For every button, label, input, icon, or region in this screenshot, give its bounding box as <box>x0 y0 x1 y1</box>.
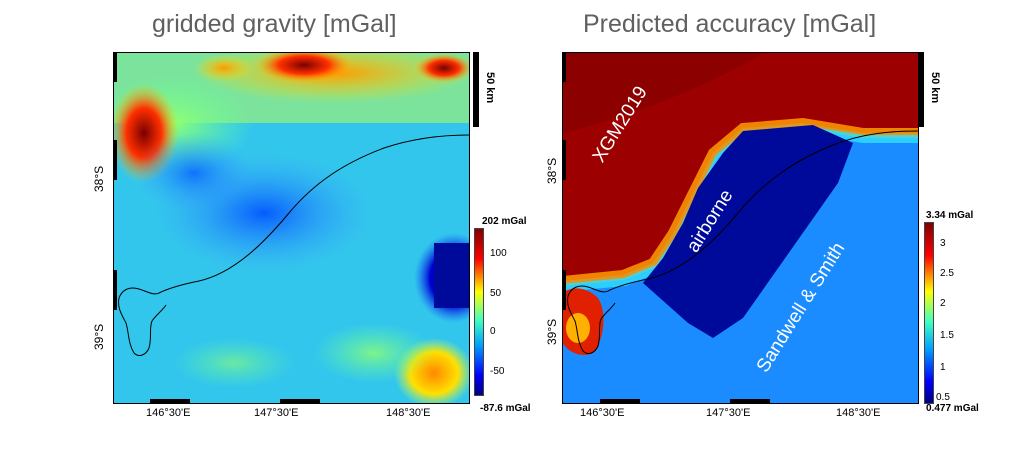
accuracy-cb-tick: 1.5 <box>940 330 954 341</box>
frame-tick <box>113 52 117 82</box>
accuracy-colorbar-min: 0.477 mGal <box>926 403 979 414</box>
right-panel-title: Predicted accuracy [mGal] <box>583 10 877 38</box>
gravity-colorbar-max: 202 mGal <box>482 216 527 227</box>
accuracy-map-image <box>563 53 918 403</box>
lat-tick-38s-right: 38°S <box>545 157 559 184</box>
lat-tick-39s-right: 39°S <box>545 318 559 345</box>
lon-tick-147-30: 147°30'E <box>254 407 299 419</box>
scale-bar <box>473 52 479 127</box>
lat-tick-39s: 39°S <box>92 323 106 350</box>
frame-tick <box>562 140 566 180</box>
accuracy-cb-tick: 0.5 <box>936 392 950 403</box>
frame-tick <box>562 52 566 82</box>
lon-tick-147-30-right: 147°30'E <box>706 407 751 419</box>
accuracy-cb-tick: 2.5 <box>940 268 954 279</box>
lon-tick-146-30-right: 146°30'E <box>580 407 625 419</box>
lat-tick-38s: 38°S <box>92 165 106 192</box>
gravity-cb-tick: 50 <box>490 288 502 299</box>
accuracy-colorbar-max: 3.34 mGal <box>926 210 974 221</box>
gravity-map-image <box>114 53 469 403</box>
accuracy-colorbar <box>924 222 934 404</box>
lon-tick-148-30: 148°30'E <box>386 407 431 419</box>
lon-tick-148-30-right: 148°30'E <box>836 407 881 419</box>
frame-tick <box>113 140 117 180</box>
left-panel-title: gridded gravity [mGal] <box>152 10 397 38</box>
frame-tick <box>730 399 770 403</box>
gravity-colorbar <box>474 228 484 396</box>
accuracy-cb-tick: 2 <box>940 298 946 309</box>
frame-tick <box>150 399 190 403</box>
accuracy-cb-tick: 1 <box>940 362 946 373</box>
scale-bar-label: 50 km <box>484 72 496 104</box>
frame-tick <box>280 399 320 403</box>
frame-tick <box>600 399 640 403</box>
gravity-map <box>113 52 470 404</box>
scale-bar-label-right: 50 km <box>929 72 941 104</box>
accuracy-map <box>562 52 919 404</box>
gravity-cb-tick: -50 <box>490 366 505 377</box>
frame-tick <box>113 270 117 310</box>
accuracy-cb-tick: 3 <box>940 238 946 249</box>
gravity-cb-tick: 100 <box>490 248 507 259</box>
lon-tick-146-30: 146°30'E <box>146 407 191 419</box>
scale-bar-right <box>918 52 924 127</box>
frame-tick <box>562 270 566 310</box>
gravity-colorbar-min: -87.6 mGal <box>480 403 531 414</box>
gravity-cb-tick: 0 <box>490 326 496 337</box>
